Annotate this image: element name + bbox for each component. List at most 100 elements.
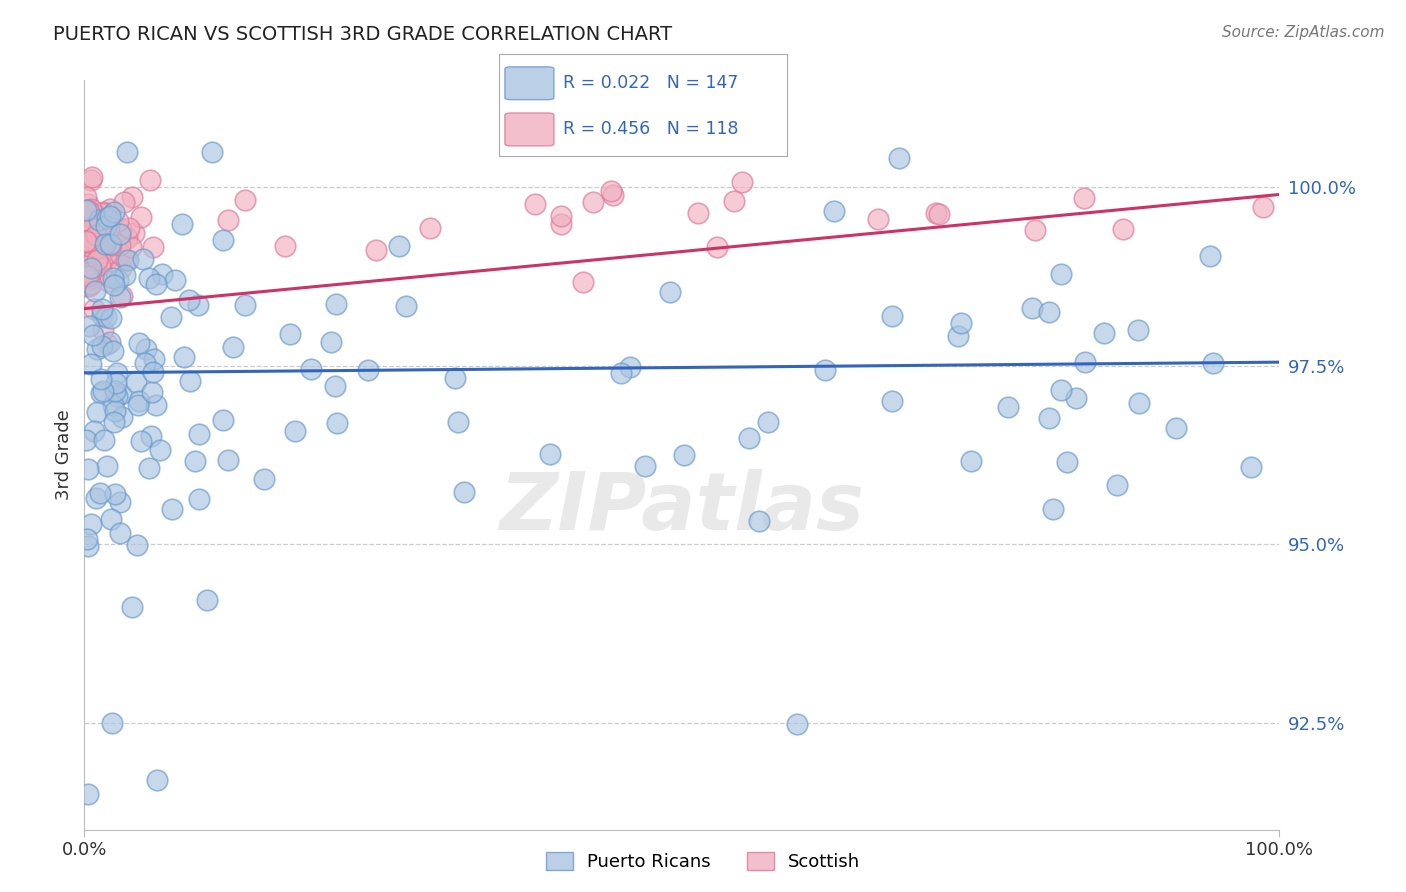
Point <box>76 533 98 547</box>
Point <box>299 362 322 376</box>
Point <box>80 261 103 276</box>
Point <box>1111 222 1133 236</box>
Point <box>77 225 100 239</box>
Point <box>83 207 105 221</box>
Point <box>77 249 100 263</box>
Point <box>101 343 124 358</box>
Point <box>100 224 122 238</box>
Point <box>658 285 681 299</box>
Point <box>550 217 572 231</box>
Point <box>364 243 387 257</box>
Point <box>1240 460 1263 475</box>
Point <box>274 239 297 253</box>
Point <box>96 459 118 474</box>
Point <box>112 194 135 209</box>
Point <box>524 196 547 211</box>
Point <box>582 194 605 209</box>
Point <box>91 225 114 239</box>
Text: R = 0.022   N = 147: R = 0.022 N = 147 <box>562 74 738 92</box>
Point <box>108 246 131 260</box>
Point <box>98 210 121 224</box>
Point <box>75 190 97 204</box>
Point <box>75 223 97 237</box>
Point <box>94 237 117 252</box>
Point <box>76 229 98 244</box>
Point <box>77 539 100 553</box>
Point <box>96 310 118 325</box>
Point <box>82 233 104 247</box>
Point <box>87 231 110 245</box>
Point <box>103 415 125 429</box>
Point <box>127 398 149 412</box>
Point <box>278 326 301 341</box>
Point <box>1073 191 1095 205</box>
Point <box>108 227 131 241</box>
Point <box>538 447 561 461</box>
Point <box>77 197 100 211</box>
Point <box>1066 391 1088 405</box>
Point <box>75 246 97 260</box>
Text: Source: ZipAtlas.com: Source: ZipAtlas.com <box>1222 25 1385 40</box>
Point <box>90 236 112 251</box>
Point <box>80 516 103 531</box>
Point <box>730 175 752 189</box>
Point <box>132 252 155 266</box>
Point <box>82 236 104 251</box>
Point <box>75 433 97 447</box>
Point <box>77 319 100 334</box>
Point <box>1202 356 1225 370</box>
Point <box>823 203 845 218</box>
Text: R = 0.456   N = 118: R = 0.456 N = 118 <box>562 120 738 138</box>
Point <box>325 416 347 430</box>
Point <box>233 298 256 312</box>
Point <box>80 202 103 217</box>
Point <box>86 405 108 419</box>
Point <box>80 265 103 279</box>
Point <box>141 385 163 400</box>
Point <box>283 424 305 438</box>
Point <box>101 398 124 412</box>
Point <box>120 240 142 254</box>
Point <box>1073 355 1095 369</box>
Point <box>110 261 132 276</box>
Point <box>124 227 146 241</box>
Point <box>1056 454 1078 468</box>
Point <box>80 253 103 268</box>
Point <box>75 259 97 273</box>
Point <box>77 235 100 249</box>
Point <box>634 459 657 474</box>
Point <box>128 336 150 351</box>
Point <box>77 265 100 279</box>
Point <box>1038 411 1060 425</box>
Point <box>79 277 101 292</box>
Text: ZIPatlas: ZIPatlas <box>499 469 865 548</box>
Point <box>138 460 160 475</box>
Point <box>143 352 166 367</box>
Point <box>217 453 239 467</box>
Point <box>323 379 346 393</box>
Point <box>93 433 115 447</box>
Point <box>103 277 125 292</box>
Point <box>101 715 124 730</box>
Point <box>97 274 120 288</box>
Point <box>688 205 710 219</box>
Point <box>121 189 143 203</box>
Point <box>142 365 165 379</box>
Point <box>93 323 115 337</box>
Point <box>118 221 141 235</box>
Point <box>321 334 343 349</box>
Point <box>107 214 129 228</box>
Point <box>142 240 165 254</box>
Point <box>77 279 100 293</box>
Point <box>75 233 97 247</box>
Point <box>77 204 100 219</box>
Point <box>77 211 100 226</box>
Point <box>76 244 98 259</box>
Point <box>959 454 981 468</box>
Point <box>90 372 112 386</box>
Point <box>673 448 696 462</box>
Point <box>124 375 146 389</box>
Point <box>108 495 131 509</box>
Point <box>107 389 129 403</box>
Point <box>882 394 904 409</box>
